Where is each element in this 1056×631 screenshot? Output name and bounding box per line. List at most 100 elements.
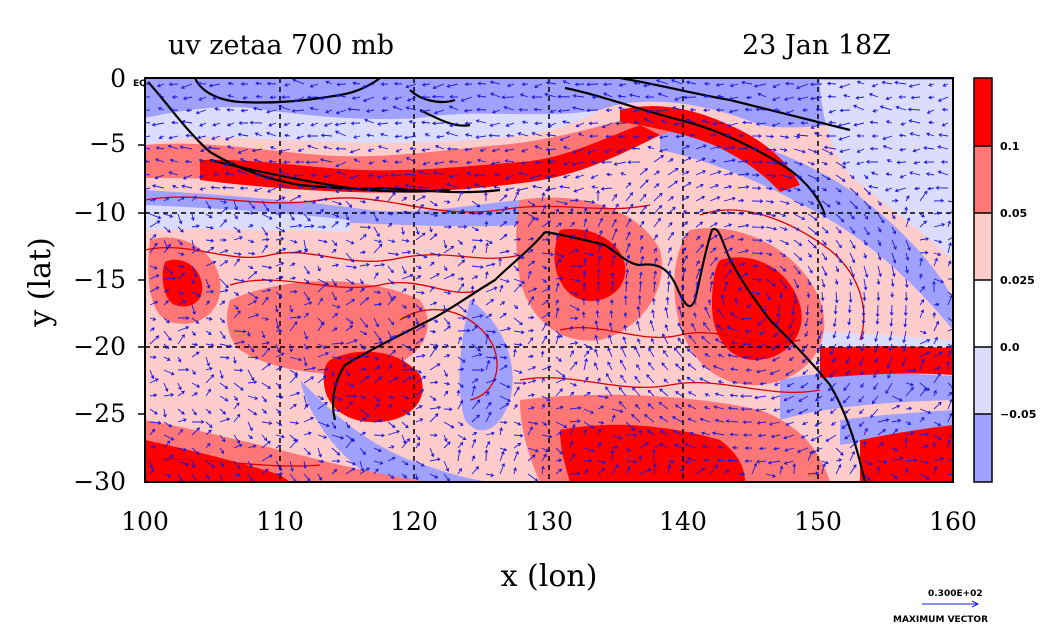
wind-vector <box>649 319 655 332</box>
wind-vector <box>429 380 439 385</box>
wind-vector <box>800 121 809 125</box>
wind-vector <box>933 466 938 475</box>
wind-vector <box>634 403 641 410</box>
wind-vector <box>919 190 928 202</box>
wind-vector <box>291 109 305 113</box>
wind-vector <box>163 243 171 254</box>
wind-vector <box>345 288 354 293</box>
wind-vector <box>653 217 661 228</box>
wind-vector <box>765 186 773 191</box>
strong-pos-south-center <box>560 424 745 482</box>
wind-vector <box>583 200 596 204</box>
wind-vector <box>856 161 865 166</box>
wind-vector <box>359 467 370 475</box>
wind-vector <box>205 429 212 436</box>
wind-vector <box>933 252 942 257</box>
wind-vector <box>877 226 882 233</box>
wind-vector <box>611 254 616 267</box>
wind-vector <box>336 82 347 87</box>
wind-vector <box>167 144 179 150</box>
wind-vector <box>624 280 629 293</box>
wind-vector <box>534 145 543 150</box>
wind-vector <box>798 408 809 415</box>
wind-vector <box>720 294 725 306</box>
wind-vector <box>345 265 358 270</box>
wind-vector <box>728 96 739 101</box>
wind-vector <box>555 208 560 215</box>
wind-vector <box>807 187 817 193</box>
wind-vector <box>415 418 424 423</box>
wind-vector <box>219 330 226 340</box>
wind-vector <box>506 133 515 138</box>
wind-vector <box>429 226 433 233</box>
wind-vector <box>555 258 562 267</box>
wind-vector <box>639 205 647 215</box>
wind-vector <box>717 353 725 358</box>
wind-vector <box>163 343 170 350</box>
wind-vector <box>703 458 711 463</box>
wind-vector <box>442 304 447 312</box>
wind-vector <box>849 440 859 449</box>
wind-vector <box>219 219 227 228</box>
wind-vector <box>179 145 193 150</box>
wind-vector <box>513 237 522 242</box>
wind-vector <box>499 233 508 241</box>
wind-vector <box>701 119 711 124</box>
wind-vector <box>767 460 781 465</box>
wind-vector <box>829 408 837 414</box>
wind-vector <box>835 187 842 193</box>
wind-vector <box>275 237 285 241</box>
wind-vector <box>237 148 249 154</box>
wind-vector <box>783 395 795 402</box>
wind-vector <box>317 343 327 349</box>
wind-vector <box>942 83 949 87</box>
wind-vector <box>620 345 627 358</box>
vector-legend-value: 0.300E+02 <box>928 589 983 599</box>
wind-vector <box>894 187 907 193</box>
vector-legend-label: MAXIMUM VECTOR <box>893 615 988 625</box>
wind-vector <box>296 135 305 140</box>
coast-new-guinea <box>564 86 827 216</box>
wind-vector <box>224 135 235 141</box>
wind-vector <box>919 387 928 397</box>
wind-vector <box>835 464 842 475</box>
wind-vector <box>555 276 564 281</box>
wind-vector <box>804 317 809 328</box>
wind-vector <box>858 395 865 403</box>
wind-vector <box>149 234 157 241</box>
wind-vector <box>890 291 895 298</box>
wind-vector <box>647 145 655 150</box>
wind-vector <box>910 95 921 100</box>
wind-vector <box>531 184 543 189</box>
neg-region-sw <box>300 380 500 482</box>
wind-vector <box>282 160 291 165</box>
wind-vector <box>191 278 195 285</box>
wind-vector <box>737 146 749 151</box>
wind-vector <box>684 442 697 449</box>
wind-vector <box>779 147 788 152</box>
wind-vector <box>275 408 282 414</box>
wind-vector <box>751 225 765 230</box>
wind-vector <box>723 223 733 228</box>
wind-vector <box>278 148 291 154</box>
wind-vector <box>838 135 851 141</box>
wind-vector <box>210 158 221 163</box>
wind-vector <box>751 173 760 177</box>
vector-legend: 0.300E+02 MAXIMUM VECTOR <box>893 589 988 625</box>
wind-vector <box>885 382 893 395</box>
wind-vector <box>928 82 935 87</box>
wind-vector <box>687 404 697 410</box>
wind-vector <box>349 148 361 154</box>
wind-vector <box>677 337 683 345</box>
wind-vector <box>544 92 557 98</box>
wind-vector <box>504 159 515 163</box>
wind-vector <box>583 343 594 350</box>
wind-vector <box>331 221 339 228</box>
wind-vector <box>873 369 879 379</box>
wind-vector <box>377 122 389 126</box>
wind-vector <box>847 304 852 314</box>
wind-vector <box>636 320 641 332</box>
wind-vector <box>779 278 788 290</box>
wind-vector <box>233 226 241 233</box>
wind-vector <box>638 280 643 293</box>
